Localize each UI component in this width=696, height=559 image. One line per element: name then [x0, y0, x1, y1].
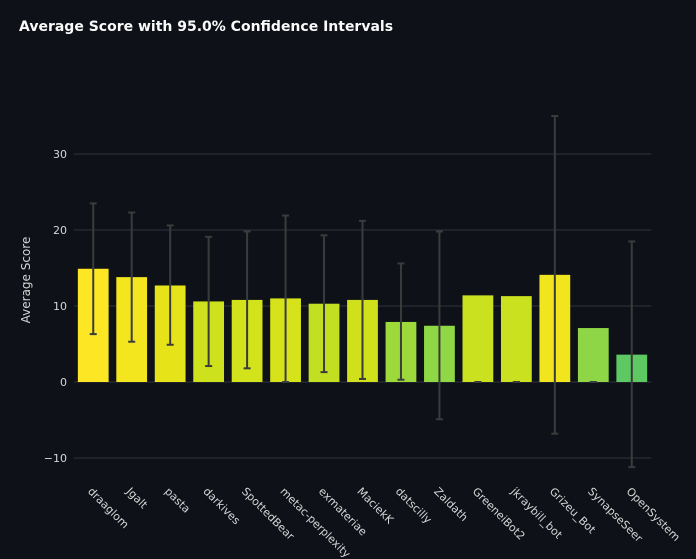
error-bar-OpenSystem [628, 240, 636, 469]
y-tick-label: 10 [53, 300, 67, 313]
x-tick-label: Jgalt [123, 484, 151, 512]
error-bar-metac-perplexity [282, 214, 290, 383]
y-tick-label: 20 [53, 224, 67, 237]
error-bar-pasta [166, 224, 174, 346]
error-bar-draaglom [89, 202, 97, 336]
y-axis-ticks: −10 0 10 20 30 [44, 148, 67, 465]
error-bar-Grizeu_Bot [551, 115, 559, 435]
y-tick-label: −10 [44, 452, 67, 465]
error-bar-datscilly [397, 262, 405, 381]
error-bar-SpottedBear [243, 230, 251, 370]
chart-title: Average Score with 95.0% Confidence Inte… [19, 19, 394, 35]
error-bar-exmateriae [320, 234, 328, 374]
error-bar-Jgalt [128, 211, 136, 343]
error-bar-Zaldath [435, 230, 443, 421]
y-axis-label: Average Score [19, 237, 33, 324]
x-tick-label: pasta [162, 485, 193, 516]
x-tick-label: darkives [201, 485, 243, 527]
bar-SynapseSeer[interactable] [577, 328, 609, 382]
error-bars [89, 115, 636, 469]
y-tick-label: 0 [60, 376, 67, 389]
error-bar-darkives [205, 235, 213, 368]
y-tick-label: 30 [53, 148, 67, 161]
bar-GreeneiBot2[interactable] [462, 295, 494, 382]
bar-jkraybill_bot[interactable] [500, 296, 532, 382]
x-tick-label: datscilly [393, 485, 435, 527]
x-tick-label: Zaldath [431, 485, 470, 524]
error-bar-MaciekK [359, 219, 366, 380]
x-tick-label: metac-perplexity [277, 485, 353, 559]
